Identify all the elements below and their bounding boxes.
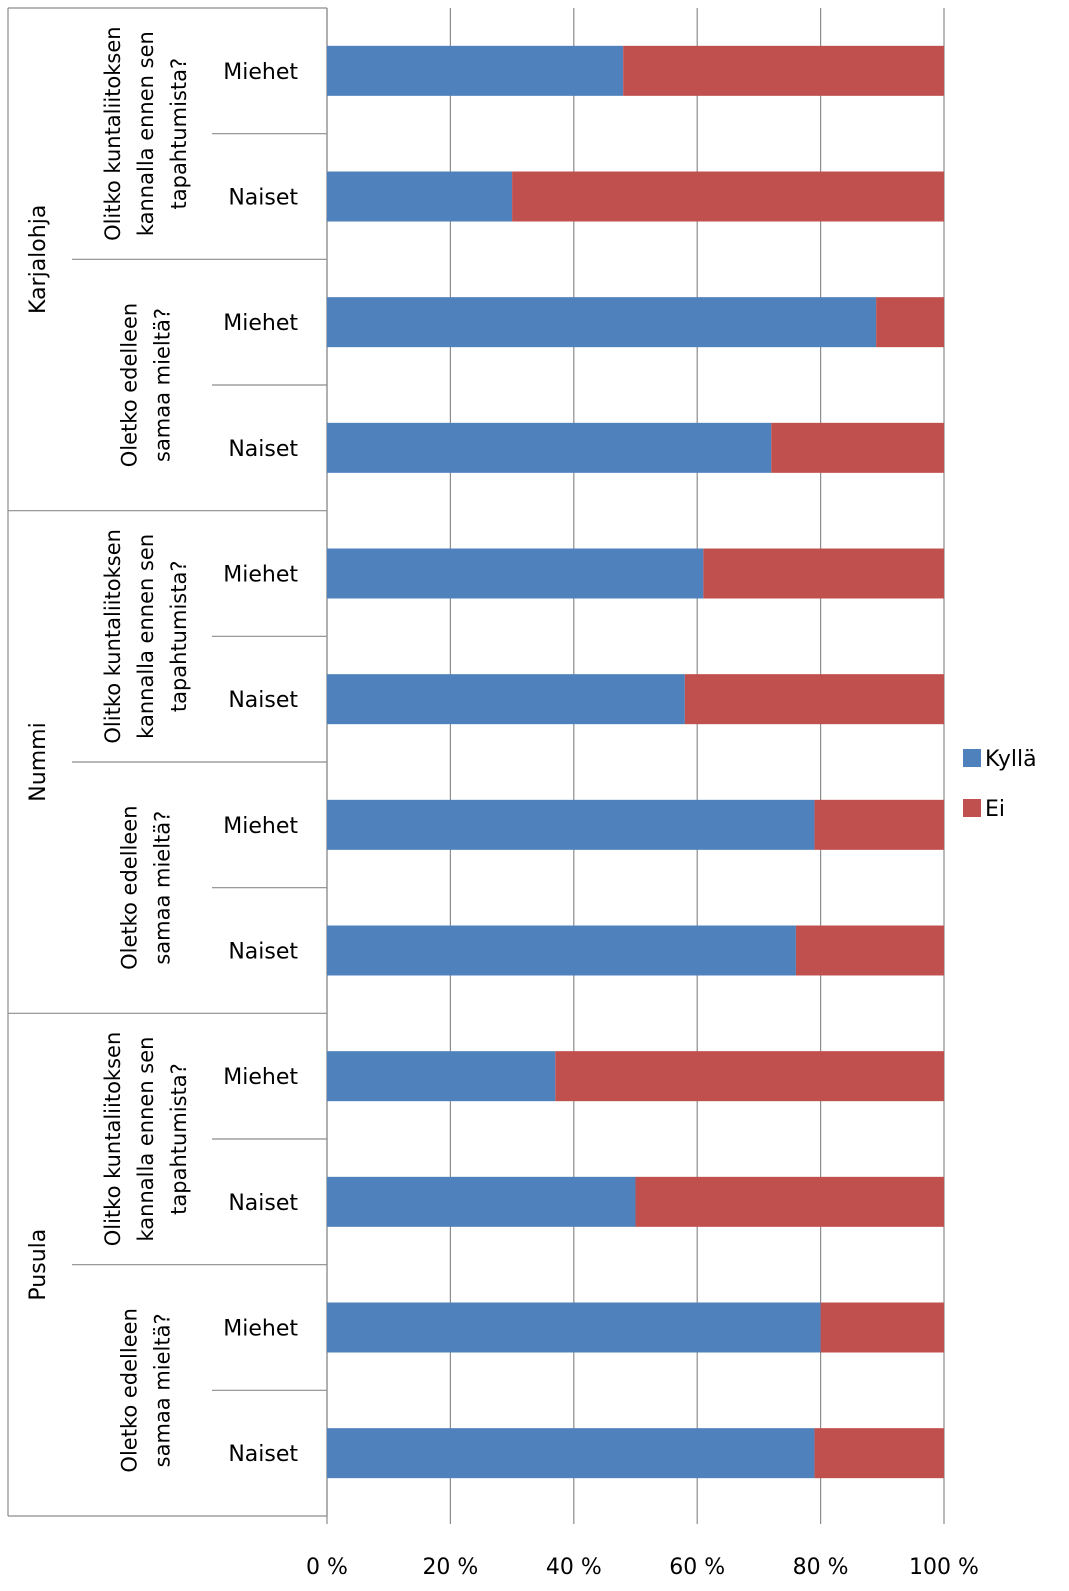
legend-swatch [963,749,981,767]
bar-ei [635,1176,944,1227]
question-label: tapahtumista? [167,1063,191,1215]
bar-ei [795,925,944,976]
axis-lines [7,7,328,1517]
legend-label: Kyllä [985,747,1037,772]
bar-ei [876,297,944,348]
municipality-label: Karjalohja [26,205,51,314]
bar-kyll- [327,1428,815,1479]
bar-ei [555,1051,944,1102]
question-label: Oletko edelleen [118,805,142,969]
gender-label: Naiset [228,1442,298,1467]
gender-label: Miehet [223,563,298,588]
bar-kyll- [327,925,796,976]
bar-ei [814,1428,944,1479]
x-tick-label: 60 % [669,1555,725,1580]
municipality-labels: Karjalohja Nummi Pusula [26,205,51,1301]
gender-label: Miehet [223,1317,298,1342]
bar-kyll- [327,171,513,222]
bar-kyll- [327,1051,556,1102]
x-tick-label: 40 % [546,1555,602,1580]
bar-kyll- [327,45,624,96]
municipality-label: Pusula [26,1229,51,1301]
bar-ei [771,422,944,473]
bar-kyll- [327,422,772,473]
x-tick-label: 20 % [422,1555,478,1580]
question-label: tapahtumista? [167,58,191,210]
bar-kyll- [327,548,704,599]
x-tick-label: 100 % [909,1555,979,1580]
gender-label: Naiset [228,940,298,965]
bar-kyll- [327,674,685,725]
question-label: samaa mieltä? [151,308,175,462]
bar-ei [820,1302,944,1353]
gender-label: Naiset [228,1191,298,1216]
bar-kyll- [327,1176,636,1227]
legend-swatch [963,799,981,817]
question-label: samaa mieltä? [151,811,175,965]
bar-kyll- [327,297,877,348]
question-label: samaa mieltä? [151,1313,175,1467]
gender-label: Naiset [228,688,298,713]
legend-label: Ei [985,797,1005,822]
bar-ei [623,45,944,96]
gridlines [326,8,945,1524]
x-axis-tick-labels: 0 % 20 % 40 % 60 % 80 % 100 % [306,1555,979,1580]
question-labels: Olitko kuntaliitoksen kannalla ennen sen t… [101,26,191,1472]
gender-label: Naiset [228,437,298,462]
question-label: Olitko kuntaliitoksen [101,26,125,241]
bar-ei [684,674,944,725]
question-label: kannalla ennen sen [134,31,158,236]
question-label: kannalla ennen sen [134,534,158,739]
gender-label: Miehet [223,1065,298,1090]
gender-label: Miehet [223,311,298,336]
question-label: tapahtumista? [167,561,191,713]
question-label: kannalla ennen sen [134,1037,158,1242]
bar-kyll- [327,1302,821,1353]
legend: Kyllä Ei [963,747,1037,822]
question-label: Oletko edelleen [118,303,142,467]
x-tick-label: 0 % [306,1555,348,1580]
gender-label: Miehet [223,814,298,839]
bar-kyll- [327,799,815,850]
bar-ei [814,799,944,850]
x-tick-label: 80 % [793,1555,849,1580]
category-labels: Miehet Naiset Miehet Naiset Miehet Naiset Mieh… [223,60,298,1467]
question-label: Olitko kuntaliitoksen [101,1032,125,1247]
municipality-label: Nummi [26,722,51,801]
question-label: Oletko edelleen [118,1308,142,1472]
bar-ei [703,548,944,599]
gender-label: Miehet [223,60,298,85]
gender-label: Naiset [228,186,298,211]
bar-ei [512,171,944,222]
question-label: Olitko kuntaliitoksen [101,529,125,744]
bars [327,45,944,1479]
